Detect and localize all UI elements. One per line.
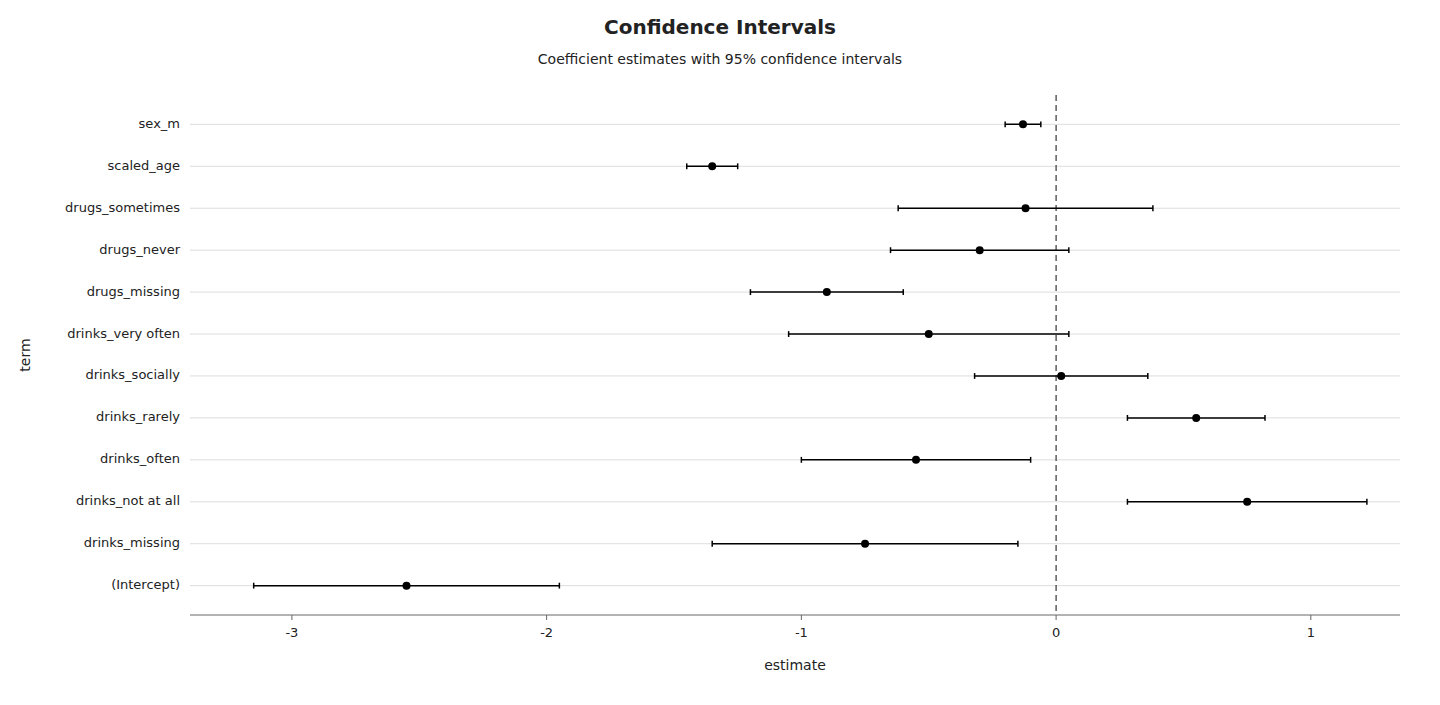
y-tick-label: drugs_missing <box>87 284 180 299</box>
y-tick-label: drugs_sometimes <box>65 200 180 215</box>
error-cap-low <box>750 289 752 295</box>
error-cap-high <box>903 289 905 295</box>
y-axis-label: term <box>17 338 33 371</box>
error-cap-high <box>737 163 739 169</box>
estimate-point <box>708 162 716 170</box>
chart-svg: Confidence Intervals Coefficient estimate… <box>0 0 1440 705</box>
y-tick-label: drinks_rarely <box>96 409 180 424</box>
reference-line <box>1055 95 1056 615</box>
error-cap-low <box>1127 415 1129 421</box>
error-cap-high <box>1068 247 1070 253</box>
grid-line <box>190 375 1400 376</box>
y-tick-label: drinks_very often <box>67 326 180 341</box>
x-tick <box>546 615 547 620</box>
y-tick-label: drinks_not at all <box>76 493 180 508</box>
estimate-point <box>912 456 920 464</box>
estimate-point <box>976 246 984 254</box>
error-cap-low <box>890 247 892 253</box>
grid-line <box>190 250 1400 251</box>
estimate-point <box>403 582 411 590</box>
error-cap-low <box>801 457 803 463</box>
error-cap-low <box>1004 121 1006 127</box>
x-axis-label: estimate <box>764 657 826 673</box>
error-cap-low <box>253 583 255 589</box>
error-cap-high <box>1366 499 1368 505</box>
y-tick-label: sex_m <box>139 116 180 131</box>
error-cap-low <box>1127 499 1129 505</box>
grid-line <box>190 334 1400 335</box>
estimate-point <box>925 330 933 338</box>
chart-title: Confidence Intervals <box>604 15 836 39</box>
estimate-point <box>1057 372 1065 380</box>
error-cap-low <box>974 373 976 379</box>
grid-line <box>190 543 1400 544</box>
chart-subtitle: Coefficient estimates with 95% confidenc… <box>538 51 902 67</box>
grid-line <box>190 124 1400 125</box>
y-tick-label: drinks_often <box>100 451 180 466</box>
error-cap-high <box>1040 121 1042 127</box>
marks <box>254 95 1367 615</box>
error-cap-high <box>1152 205 1154 211</box>
error-cap-high <box>559 583 561 589</box>
error-cap-low <box>711 541 713 547</box>
error-cap-high <box>1017 541 1019 547</box>
x-tick <box>291 615 292 620</box>
x-tick-label: -1 <box>795 625 808 640</box>
estimate-point <box>1019 120 1027 128</box>
error-cap-low <box>897 205 899 211</box>
x-axis-line <box>190 615 1400 616</box>
error-cap-high <box>1068 331 1070 337</box>
x-tick-label: 1 <box>1307 625 1315 640</box>
grid <box>190 124 1400 585</box>
x-tick-label: -2 <box>540 625 553 640</box>
x-tick <box>1310 615 1311 620</box>
x-tick-label: 0 <box>1052 625 1060 640</box>
y-tick-label: (Intercept) <box>111 577 180 592</box>
grid-line <box>190 585 1400 586</box>
y-tick-label: drinks_missing <box>84 535 180 550</box>
grid-line <box>190 208 1400 209</box>
chart-container: Confidence Intervals Coefficient estimate… <box>0 0 1440 705</box>
y-tick-label: drinks_socially <box>85 367 180 382</box>
x-tick <box>1056 615 1057 620</box>
grid-line <box>190 292 1400 293</box>
grid-line <box>190 459 1400 460</box>
estimate-point <box>861 540 869 548</box>
error-cap-low <box>788 331 790 337</box>
x-tick <box>801 615 802 620</box>
grid-line <box>190 417 1400 418</box>
estimate-point <box>823 288 831 296</box>
grid-line <box>190 166 1400 167</box>
x-tick-label: -3 <box>285 625 298 640</box>
estimate-point <box>1243 498 1251 506</box>
y-tick-label: drugs_never <box>99 242 180 257</box>
error-cap-low <box>686 163 688 169</box>
y-tick-label: scaled_age <box>108 158 180 173</box>
estimate-point <box>1022 204 1030 212</box>
error-cap-high <box>1147 373 1149 379</box>
error-cap-high <box>1264 415 1266 421</box>
grid-line <box>190 501 1400 502</box>
estimate-point <box>1192 414 1200 422</box>
error-cap-high <box>1030 457 1032 463</box>
